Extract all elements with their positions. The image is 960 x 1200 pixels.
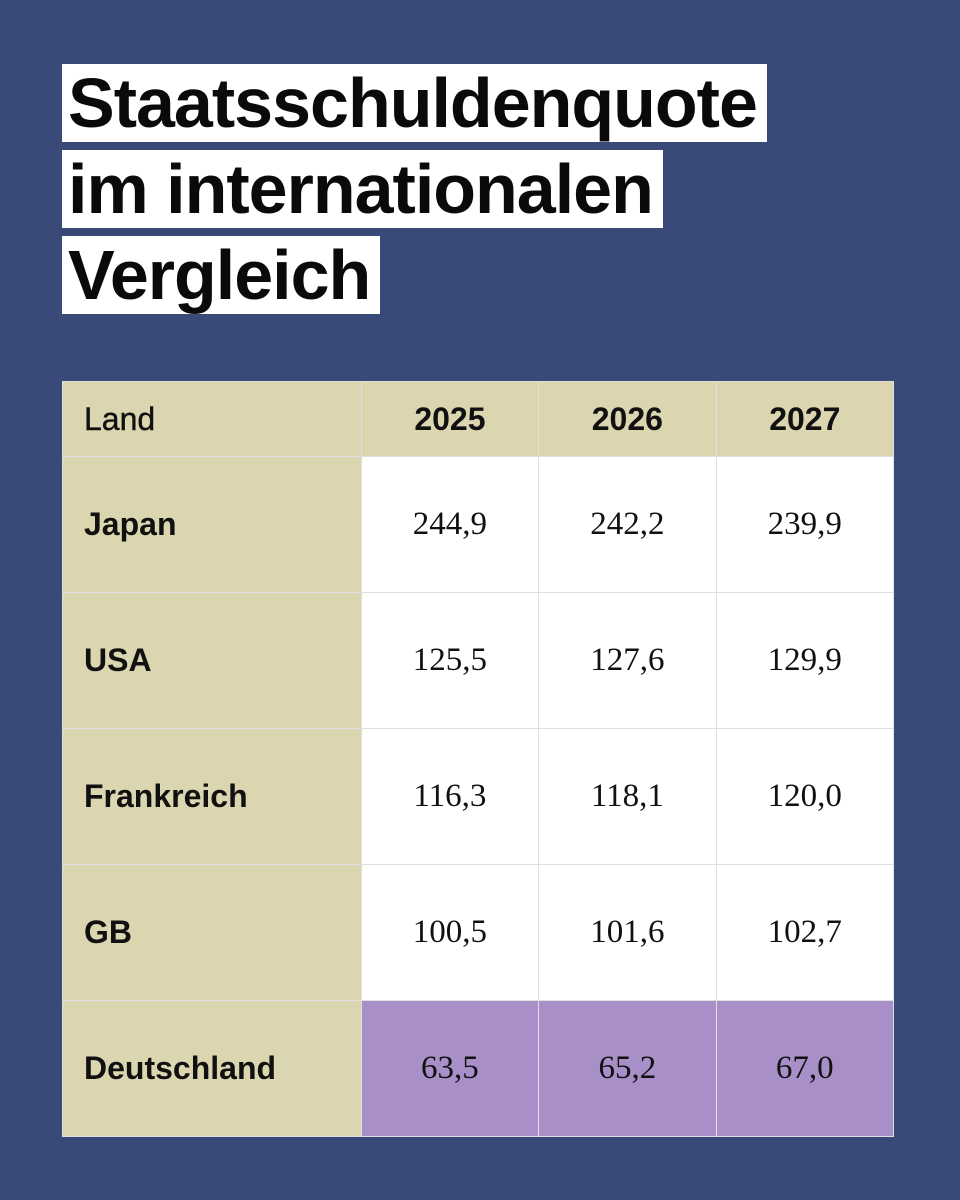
value-cell: 129,9 [715, 592, 895, 729]
title-line-2: im internationalen [62, 150, 663, 228]
value-cell: 242,2 [538, 456, 717, 593]
page-title: Staatsschuldenquote im internationalen V… [62, 64, 862, 322]
country-label: Deutschland [62, 1000, 362, 1137]
value-cell-highlighted: 65,2 [538, 1000, 717, 1137]
table-row-japan: Japan 244,9 242,2 239,9 [62, 456, 895, 593]
table-row-deutschland: Deutschland 63,5 65,2 67,0 [62, 1000, 895, 1137]
value-cell: 101,6 [538, 864, 717, 1001]
title-line-3: Vergleich [62, 236, 381, 314]
table-row-usa: USA 125,5 127,6 129,9 [62, 592, 895, 729]
value-cell: 118,1 [538, 728, 717, 865]
column-header-land: Land [62, 381, 362, 457]
value-cell: 239,9 [715, 456, 895, 593]
value-cell: 125,5 [360, 592, 540, 729]
value-cell: 120,0 [715, 728, 895, 865]
country-label: GB [62, 864, 362, 1001]
table-row-frankreich: Frankreich 116,3 118,1 120,0 [62, 728, 895, 865]
value-cell: 100,5 [360, 864, 540, 1001]
column-header-2027: 2027 [715, 381, 895, 457]
value-cell: 102,7 [715, 864, 895, 1001]
value-cell-highlighted: 67,0 [715, 1000, 895, 1137]
value-cell: 244,9 [360, 456, 540, 593]
country-label: Japan [62, 456, 362, 593]
debt-ratio-table: Land 2025 2026 2027 Japan 244,9 242,2 23… [62, 381, 895, 1137]
value-cell-highlighted: 63,5 [360, 1000, 540, 1137]
value-cell: 116,3 [360, 728, 540, 865]
column-header-2026: 2026 [538, 381, 717, 457]
table-header-row: Land 2025 2026 2027 [62, 381, 895, 457]
country-label: Frankreich [62, 728, 362, 865]
title-line-1: Staatsschuldenquote [62, 64, 767, 142]
country-label: USA [62, 592, 362, 729]
table-row-gb: GB 100,5 101,6 102,7 [62, 864, 895, 1001]
column-header-2025: 2025 [360, 381, 540, 457]
value-cell: 127,6 [538, 592, 717, 729]
